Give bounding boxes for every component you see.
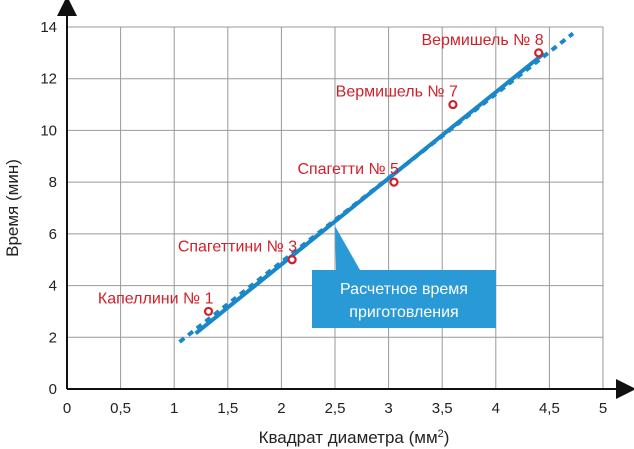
point-label: Спагетти № 5 [297, 161, 399, 178]
x-axis-title-end: ) [444, 428, 450, 447]
fit-line-solid [194, 51, 546, 335]
data-point [534, 48, 544, 58]
x-tick-label: 1,5 [217, 400, 238, 417]
x-tick-label: 3,5 [432, 400, 453, 417]
x-tick-label: 1 [170, 400, 178, 417]
x-tick-label: 3 [384, 400, 392, 417]
x-tick-label: 4,5 [539, 400, 560, 417]
y-tick-label: 0 [49, 381, 57, 398]
point-label: Вермишель № 8 [421, 32, 543, 49]
callout-box [312, 270, 496, 328]
x-tick-label: 5 [599, 400, 607, 417]
tick-labels: 0 0,5 1 1,5 2 2,5 3 3,5 4 4,5 5 0 2 4 6 8 10 12 14 [40, 19, 607, 417]
x-axis-title-main: Квадрат диаметра (мм [259, 428, 438, 447]
x-tick-label: 4 [492, 400, 500, 417]
data-points [203, 48, 544, 317]
data-point [448, 99, 458, 110]
x-tick-label: 2,5 [325, 400, 346, 417]
data-point [389, 177, 399, 187]
x-axis-title: Квадрат диаметра (мм2) [259, 428, 450, 447]
point-label: Вермишель № 7 [336, 84, 458, 101]
x-tick-label: 2 [277, 400, 285, 417]
x-axis-title-sup: 2 [438, 428, 444, 440]
y-axis-title: Время (мин) [3, 159, 22, 257]
point-label: Капеллини № 1 [98, 290, 214, 307]
y-tick-label: 2 [49, 329, 57, 346]
callout: Расчетное время приготовления [312, 226, 496, 328]
point-labels: Капеллини № 1 Спагеттини № 3 Спагетти № 5 В… [98, 32, 544, 308]
y-tick-label: 12 [40, 71, 57, 88]
y-tick-label: 6 [49, 226, 57, 243]
x-tick-label: 0,5 [110, 400, 131, 417]
point-label: Спагеттини № 3 [178, 239, 297, 256]
x-tick-label: 0 [63, 400, 71, 417]
callout-pointer [335, 226, 360, 270]
data-point [203, 306, 214, 317]
y-tick-label: 4 [49, 278, 57, 295]
y-tick-label: 10 [40, 122, 57, 139]
axes [57, 0, 634, 399]
callout-text-line: Расчетное время [340, 281, 468, 298]
callout-text-line: приготовления [349, 304, 458, 321]
data-point [287, 255, 297, 265]
grid [67, 26, 604, 389]
y-tick-label: 14 [40, 19, 57, 36]
fit-line [178, 31, 575, 344]
y-tick-label: 8 [49, 174, 57, 191]
